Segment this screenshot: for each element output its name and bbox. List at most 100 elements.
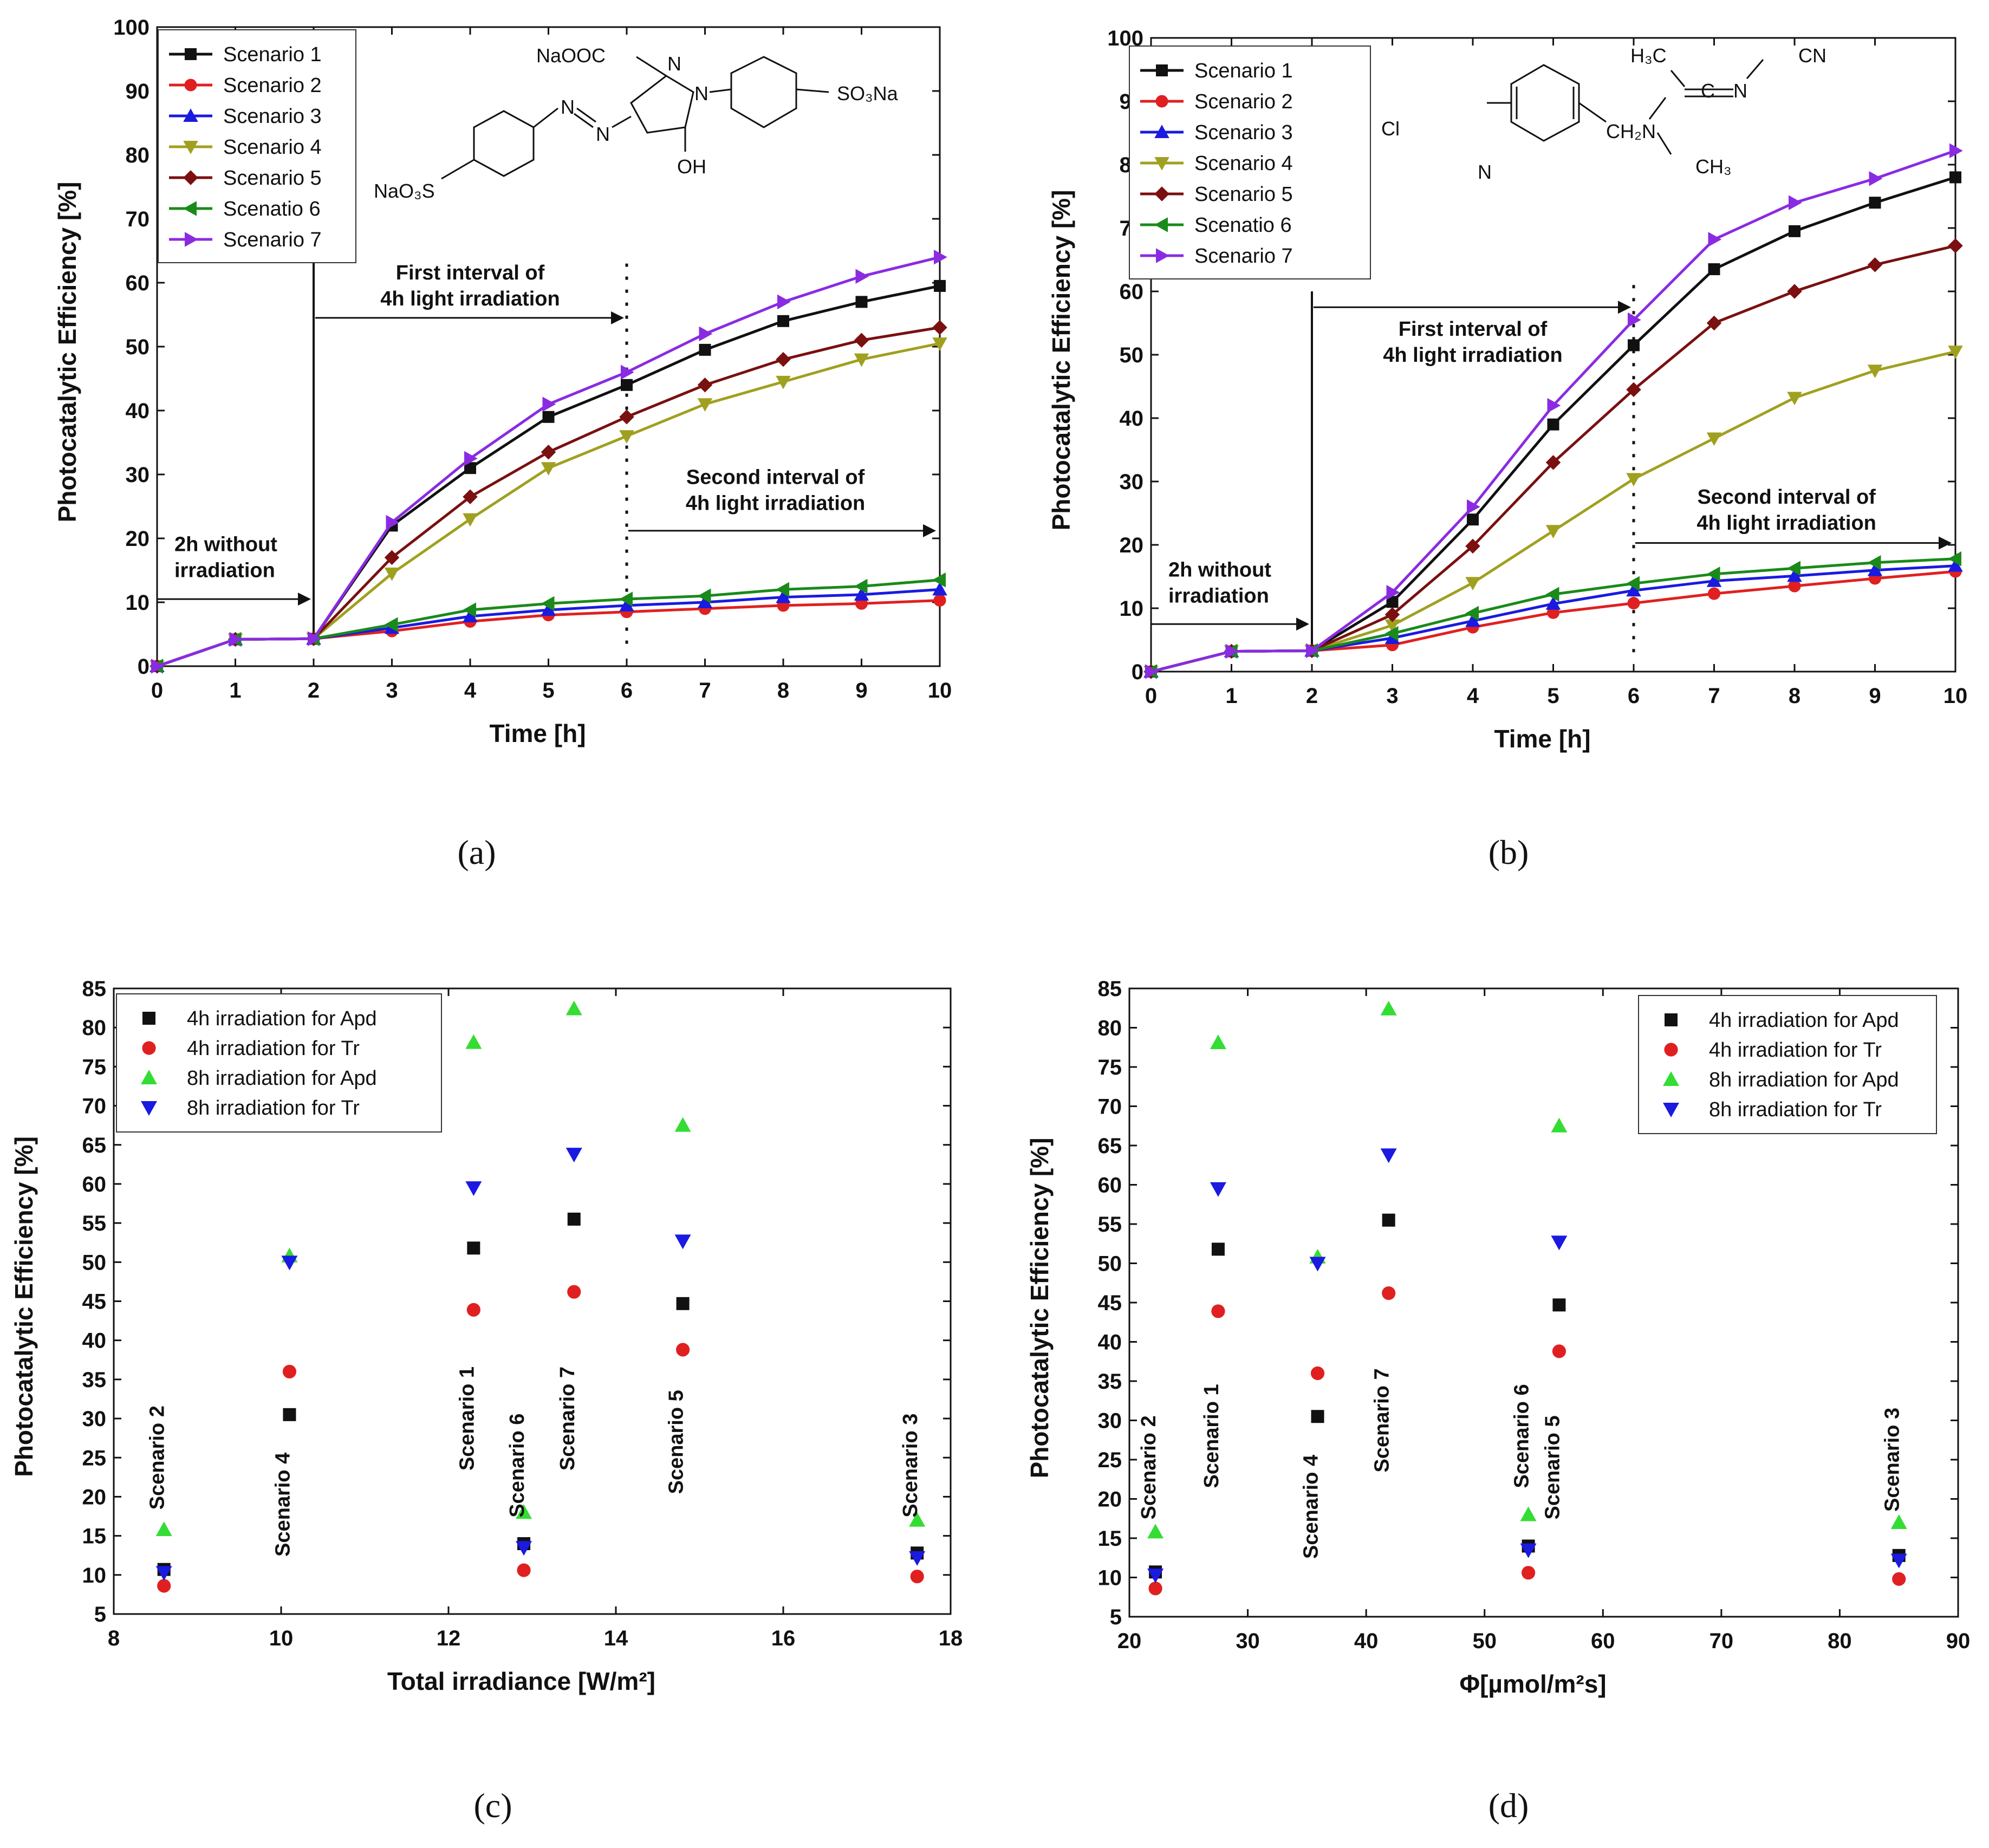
data-point (1521, 1566, 1536, 1580)
data-point (281, 1255, 298, 1271)
y-tick-label: 40 (1120, 407, 1144, 431)
data-point (1547, 418, 1559, 431)
data-point (1552, 1344, 1566, 1358)
mol-b-n-imine: N (1733, 80, 1747, 102)
y-tick-label: 20 (1098, 1488, 1122, 1512)
data-point (1380, 1148, 1397, 1163)
y-tick-label: 90 (126, 80, 150, 103)
y-tick-label: 35 (1098, 1370, 1122, 1394)
y-tick-label: 10 (82, 1564, 107, 1587)
data-point (384, 567, 400, 581)
data-point (909, 1551, 926, 1566)
x-tick-label: 5 (1547, 684, 1559, 708)
data-point (517, 1563, 531, 1577)
y-tick-label: 15 (82, 1525, 107, 1548)
data-point (1467, 499, 1480, 515)
data-point (1386, 585, 1400, 600)
data-point (776, 589, 791, 603)
data-point (699, 326, 713, 342)
data-point (541, 462, 556, 476)
x-axis-title: Time [h] (1494, 725, 1590, 753)
data-point (776, 375, 791, 389)
data-point (1211, 1242, 1225, 1256)
data-point (1948, 558, 1963, 572)
data-point (619, 591, 633, 607)
data-point (1545, 455, 1561, 470)
y-tick-label: 40 (126, 399, 150, 423)
y-axis-title: Photocatalytic Efficiency [%] (53, 182, 81, 523)
y-tick-label: 45 (1098, 1291, 1122, 1315)
data-point (934, 279, 946, 292)
data-point (697, 378, 713, 393)
data-point (1306, 643, 1320, 659)
legend-label: Scenario 2 (223, 74, 322, 97)
data-point (1706, 567, 1720, 582)
data-point (464, 451, 478, 466)
y-tick-label: 50 (1098, 1252, 1122, 1276)
mol-a-bond (709, 88, 732, 93)
data-point (777, 294, 791, 310)
mol-b-bond (1670, 70, 1686, 87)
data-point (1867, 563, 1883, 576)
note-first-interval-1: First interval of (1399, 318, 1548, 341)
data-point (229, 632, 243, 647)
data-point (1787, 561, 1800, 576)
scenario-label: Scenario 2 (146, 1405, 169, 1509)
data-point (776, 352, 791, 367)
data-point (1628, 339, 1640, 352)
y-axis-title: Photocatalytic Efficiency [%] (10, 1136, 38, 1477)
x-tick-label: 18 (939, 1626, 963, 1650)
x-tick-label: 14 (604, 1626, 628, 1650)
data-point (1708, 232, 1722, 247)
data-point (855, 296, 868, 308)
panel-label: (b) (1488, 833, 1529, 871)
data-point (1309, 1257, 1326, 1272)
data-point (541, 596, 555, 611)
data-point (1382, 1286, 1396, 1300)
data-point (1789, 225, 1800, 237)
mol-a-so3na: SO₃Na (837, 82, 899, 105)
x-tick-label: 30 (1236, 1629, 1260, 1653)
x-tick-label: 10 (1943, 684, 1968, 708)
data-point (566, 1148, 582, 1163)
data-point (854, 353, 869, 367)
mol-a-left-ring (473, 110, 535, 177)
mol-a-pyrazole-ring (630, 75, 694, 134)
data-point (1706, 315, 1722, 331)
data-point (1626, 576, 1640, 591)
data-point (699, 343, 711, 356)
data-point (542, 411, 555, 423)
data-point (151, 659, 165, 674)
y-tick-label: 10 (1120, 597, 1144, 621)
x-tick-label: 0 (1145, 684, 1157, 708)
data-point (621, 379, 633, 391)
data-point (1310, 1366, 1325, 1381)
y-tick-label: 80 (82, 1016, 107, 1040)
scenario-label: Scenario 5 (665, 1390, 688, 1494)
y-tick-label: 30 (1120, 470, 1144, 494)
mol-b-cl: Cl (1381, 118, 1400, 140)
data-point (466, 1303, 480, 1317)
y-tick-label: 40 (1098, 1331, 1122, 1355)
legend-marker (1154, 125, 1169, 138)
y-tick-label: 65 (1098, 1134, 1122, 1158)
y-tick-label: 75 (82, 1055, 107, 1079)
data-point (1148, 1582, 1162, 1596)
y-tick-label: 70 (126, 207, 150, 231)
mol-b-bond (1578, 102, 1607, 123)
legend-box (158, 29, 356, 263)
x-tick-label: 7 (1708, 684, 1720, 708)
x-tick-label: 6 (621, 679, 633, 702)
mol-a-nao3s: NaO₃S (374, 180, 435, 202)
legend-label: 4h irradiation for Apd (1709, 1009, 1899, 1032)
data-point (1869, 171, 1883, 186)
y-tick-label: 10 (126, 591, 150, 615)
data-point (697, 595, 713, 608)
legend-label: Scenario 5 (1194, 183, 1293, 206)
legend-marker (185, 48, 197, 60)
x-tick-label: 40 (1354, 1629, 1379, 1653)
data-point (1467, 513, 1479, 526)
series-line-scenario-2 (1150, 570, 1956, 673)
data-point (1626, 583, 1641, 597)
mol-a-n-azo2: N (596, 123, 610, 145)
